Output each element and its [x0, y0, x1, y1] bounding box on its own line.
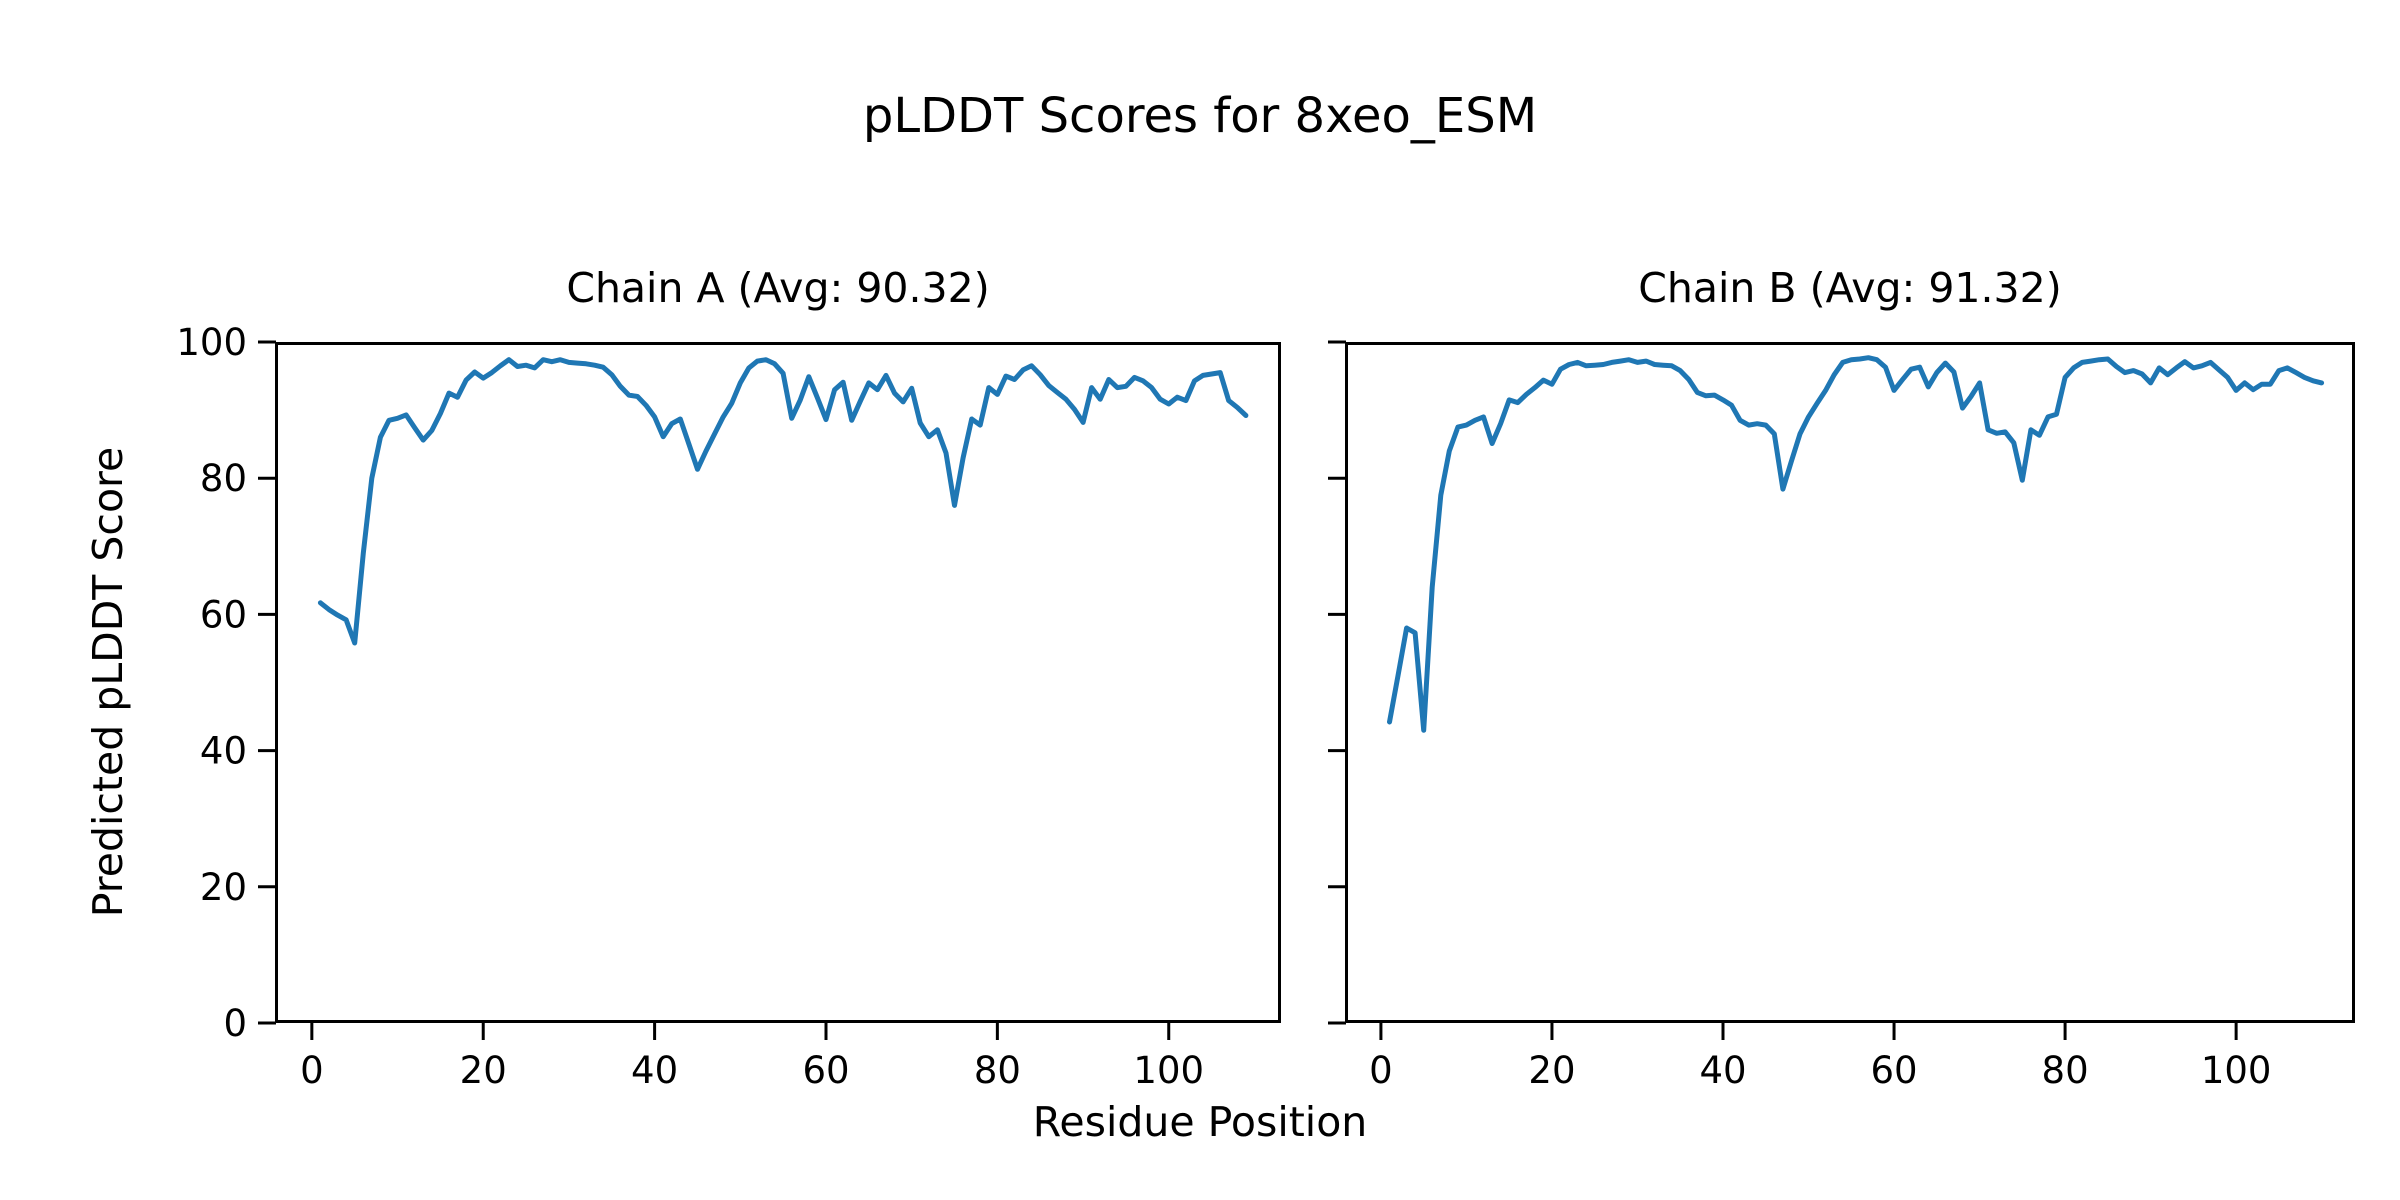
chain-b-title: Chain B (Avg: 91.32) [1638, 264, 2062, 312]
chain-a-plot: 0 20 40 60 80 100 0 20 40 60 80 100 [176, 321, 1281, 1092]
y-tick-label: 40 [200, 730, 247, 773]
x-tick-label: 60 [802, 1049, 849, 1092]
x-tick-label: 40 [631, 1049, 678, 1092]
chain-b-plot: 0 20 40 60 80 100 [1328, 340, 2355, 1092]
x-tick-label: 40 [1699, 1049, 1746, 1092]
y-tick-label: 20 [200, 866, 247, 909]
y-tick-label: 0 [223, 1002, 247, 1045]
x-tick-label: 80 [2042, 1049, 2089, 1092]
x-axis-label: Residue Position [1032, 1098, 1368, 1146]
y-tick-label: 80 [200, 457, 247, 500]
y-tick-label: 60 [200, 593, 247, 636]
axes-spines [1345, 342, 2355, 1023]
x-tick-label: 0 [1369, 1049, 1393, 1092]
x-tick-label: 60 [1870, 1049, 1917, 1092]
x-tick-label: 20 [1528, 1049, 1575, 1092]
plddt-line-chain-b [1387, 355, 2325, 733]
y-axis-label: Predicted pLDDT Score [84, 446, 132, 918]
figure-title: pLDDT Scores for 8xeo_ESM [862, 88, 1538, 144]
y-tick-label: 100 [176, 321, 247, 364]
x-tick-label: 0 [300, 1049, 324, 1092]
axes-spines [275, 342, 1281, 1023]
chain-a-title: Chain A (Avg: 90.32) [566, 264, 990, 312]
x-tick-label: 80 [974, 1049, 1021, 1092]
x-tick-label: 100 [1133, 1049, 1204, 1092]
x-tick-label: 20 [460, 1049, 507, 1092]
plddt-line-chain-a [317, 357, 1249, 646]
x-tick-label: 100 [2201, 1049, 2272, 1092]
